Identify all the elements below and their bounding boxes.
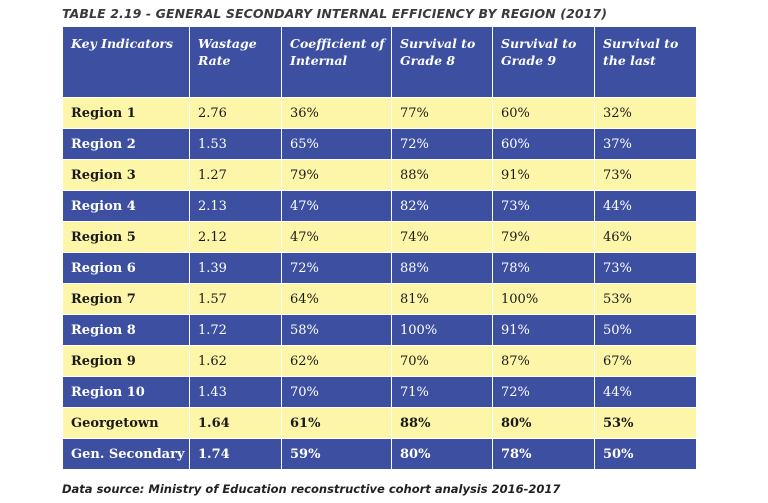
header-survival-last: Survival to the last xyxy=(594,26,697,98)
table-cell: 64% xyxy=(281,283,392,315)
table-cell: 67% xyxy=(594,345,697,377)
row-label: Region 10 xyxy=(62,376,190,408)
table-cell: 1.27 xyxy=(189,159,282,191)
table-cell: 50% xyxy=(594,438,697,470)
table-cell: 2.13 xyxy=(189,190,282,222)
table-cell: 87% xyxy=(492,345,595,377)
table-cell: 61% xyxy=(281,407,392,439)
table-cell: 78% xyxy=(492,252,595,284)
table-cell: 73% xyxy=(492,190,595,222)
row-label: Region 3 xyxy=(62,159,190,191)
table-cell: 60% xyxy=(492,97,595,129)
table-cell: 1.57 xyxy=(189,283,282,315)
table-cell: 1.43 xyxy=(189,376,282,408)
row-label: Region 4 xyxy=(62,190,190,222)
table-cell: 46% xyxy=(594,221,697,253)
table-cell: 73% xyxy=(594,252,697,284)
table-row: Region 6 1.39 72% 88% 78% 73% xyxy=(62,252,697,284)
table-cell: 2.76 xyxy=(189,97,282,129)
table-cell: 88% xyxy=(391,159,493,191)
table-cell: 91% xyxy=(492,159,595,191)
table-cell: 88% xyxy=(391,252,493,284)
table-row: Gen. Secondary 1.74 59% 80% 78% 50% xyxy=(62,438,697,470)
header-survival-grade-8: Survival to Grade 8 xyxy=(391,26,493,98)
row-label: Region 2 xyxy=(62,128,190,160)
table-cell: 32% xyxy=(594,97,697,129)
table-cell: 47% xyxy=(281,221,392,253)
table-cell: 72% xyxy=(492,376,595,408)
table-cell: 53% xyxy=(594,283,697,315)
row-label: Gen. Secondary xyxy=(62,438,190,470)
table-cell: 50% xyxy=(594,314,697,346)
table-cell: 88% xyxy=(391,407,493,439)
table-row: Region 8 1.72 58% 100% 91% 50% xyxy=(62,314,697,346)
table-cell: 2.12 xyxy=(189,221,282,253)
table-cell: 72% xyxy=(281,252,392,284)
row-label: Region 9 xyxy=(62,345,190,377)
header-wastage-rate: Wastage Rate xyxy=(189,26,282,98)
data-source-note: Data source: Ministry of Education recon… xyxy=(62,482,561,496)
table-cell: 44% xyxy=(594,376,697,408)
table-cell: 81% xyxy=(391,283,493,315)
table-title: TABLE 2.19 - GENERAL SECONDARY INTERNAL … xyxy=(62,6,608,21)
table-cell: 1.39 xyxy=(189,252,282,284)
table-cell: 80% xyxy=(391,438,493,470)
table-cell: 58% xyxy=(281,314,392,346)
table-row: Georgetown 1.64 61% 88% 80% 53% xyxy=(62,407,697,439)
table-cell: 77% xyxy=(391,97,493,129)
table-cell: 1.74 xyxy=(189,438,282,470)
table-cell: 60% xyxy=(492,128,595,160)
table-row: Region 1 2.76 36% 77% 60% 32% xyxy=(62,97,697,129)
table-cell: 1.53 xyxy=(189,128,282,160)
table-cell: 37% xyxy=(594,128,697,160)
table-cell: 82% xyxy=(391,190,493,222)
header-row: Key Indicators Wastage Rate Coefficient … xyxy=(62,26,697,98)
header-survival-grade-9: Survival to Grade 9 xyxy=(492,26,595,98)
row-label: Region 7 xyxy=(62,283,190,315)
table-cell: 73% xyxy=(594,159,697,191)
table-cell: 70% xyxy=(391,345,493,377)
table-cell: 79% xyxy=(281,159,392,191)
table-cell: 65% xyxy=(281,128,392,160)
table-cell: 71% xyxy=(391,376,493,408)
table-cell: 72% xyxy=(391,128,493,160)
row-label: Region 1 xyxy=(62,97,190,129)
table-cell: 78% xyxy=(492,438,595,470)
table-cell: 59% xyxy=(281,438,392,470)
table-cell: 79% xyxy=(492,221,595,253)
table-row: Region 3 1.27 79% 88% 91% 73% xyxy=(62,159,697,191)
efficiency-table: Key Indicators Wastage Rate Coefficient … xyxy=(62,26,697,470)
table-row: Region 5 2.12 47% 74% 79% 46% xyxy=(62,221,697,253)
table-cell: 44% xyxy=(594,190,697,222)
header-coefficient: Coefficient of Internal xyxy=(281,26,392,98)
table-row: Region 7 1.57 64% 81% 100% 53% xyxy=(62,283,697,315)
row-label: Georgetown xyxy=(62,407,190,439)
table-row: Region 9 1.62 62% 70% 87% 67% xyxy=(62,345,697,377)
table-cell: 70% xyxy=(281,376,392,408)
table-cell: 91% xyxy=(492,314,595,346)
table-cell: 80% xyxy=(492,407,595,439)
table-cell: 36% xyxy=(281,97,392,129)
row-label: Region 6 xyxy=(62,252,190,284)
table-cell: 1.62 xyxy=(189,345,282,377)
table-cell: 62% xyxy=(281,345,392,377)
table-row: Region 4 2.13 47% 82% 73% 44% xyxy=(62,190,697,222)
row-label: Region 5 xyxy=(62,221,190,253)
table-row: Region 2 1.53 65% 72% 60% 37% xyxy=(62,128,697,160)
row-label: Region 8 xyxy=(62,314,190,346)
table-cell: 1.64 xyxy=(189,407,282,439)
table-cell: 1.72 xyxy=(189,314,282,346)
table-cell: 100% xyxy=(492,283,595,315)
table-cell: 47% xyxy=(281,190,392,222)
table-cell: 100% xyxy=(391,314,493,346)
table-cell: 53% xyxy=(594,407,697,439)
header-key-indicators: Key Indicators xyxy=(62,26,190,98)
table-cell: 74% xyxy=(391,221,493,253)
table-row: Region 10 1.43 70% 71% 72% 44% xyxy=(62,376,697,408)
